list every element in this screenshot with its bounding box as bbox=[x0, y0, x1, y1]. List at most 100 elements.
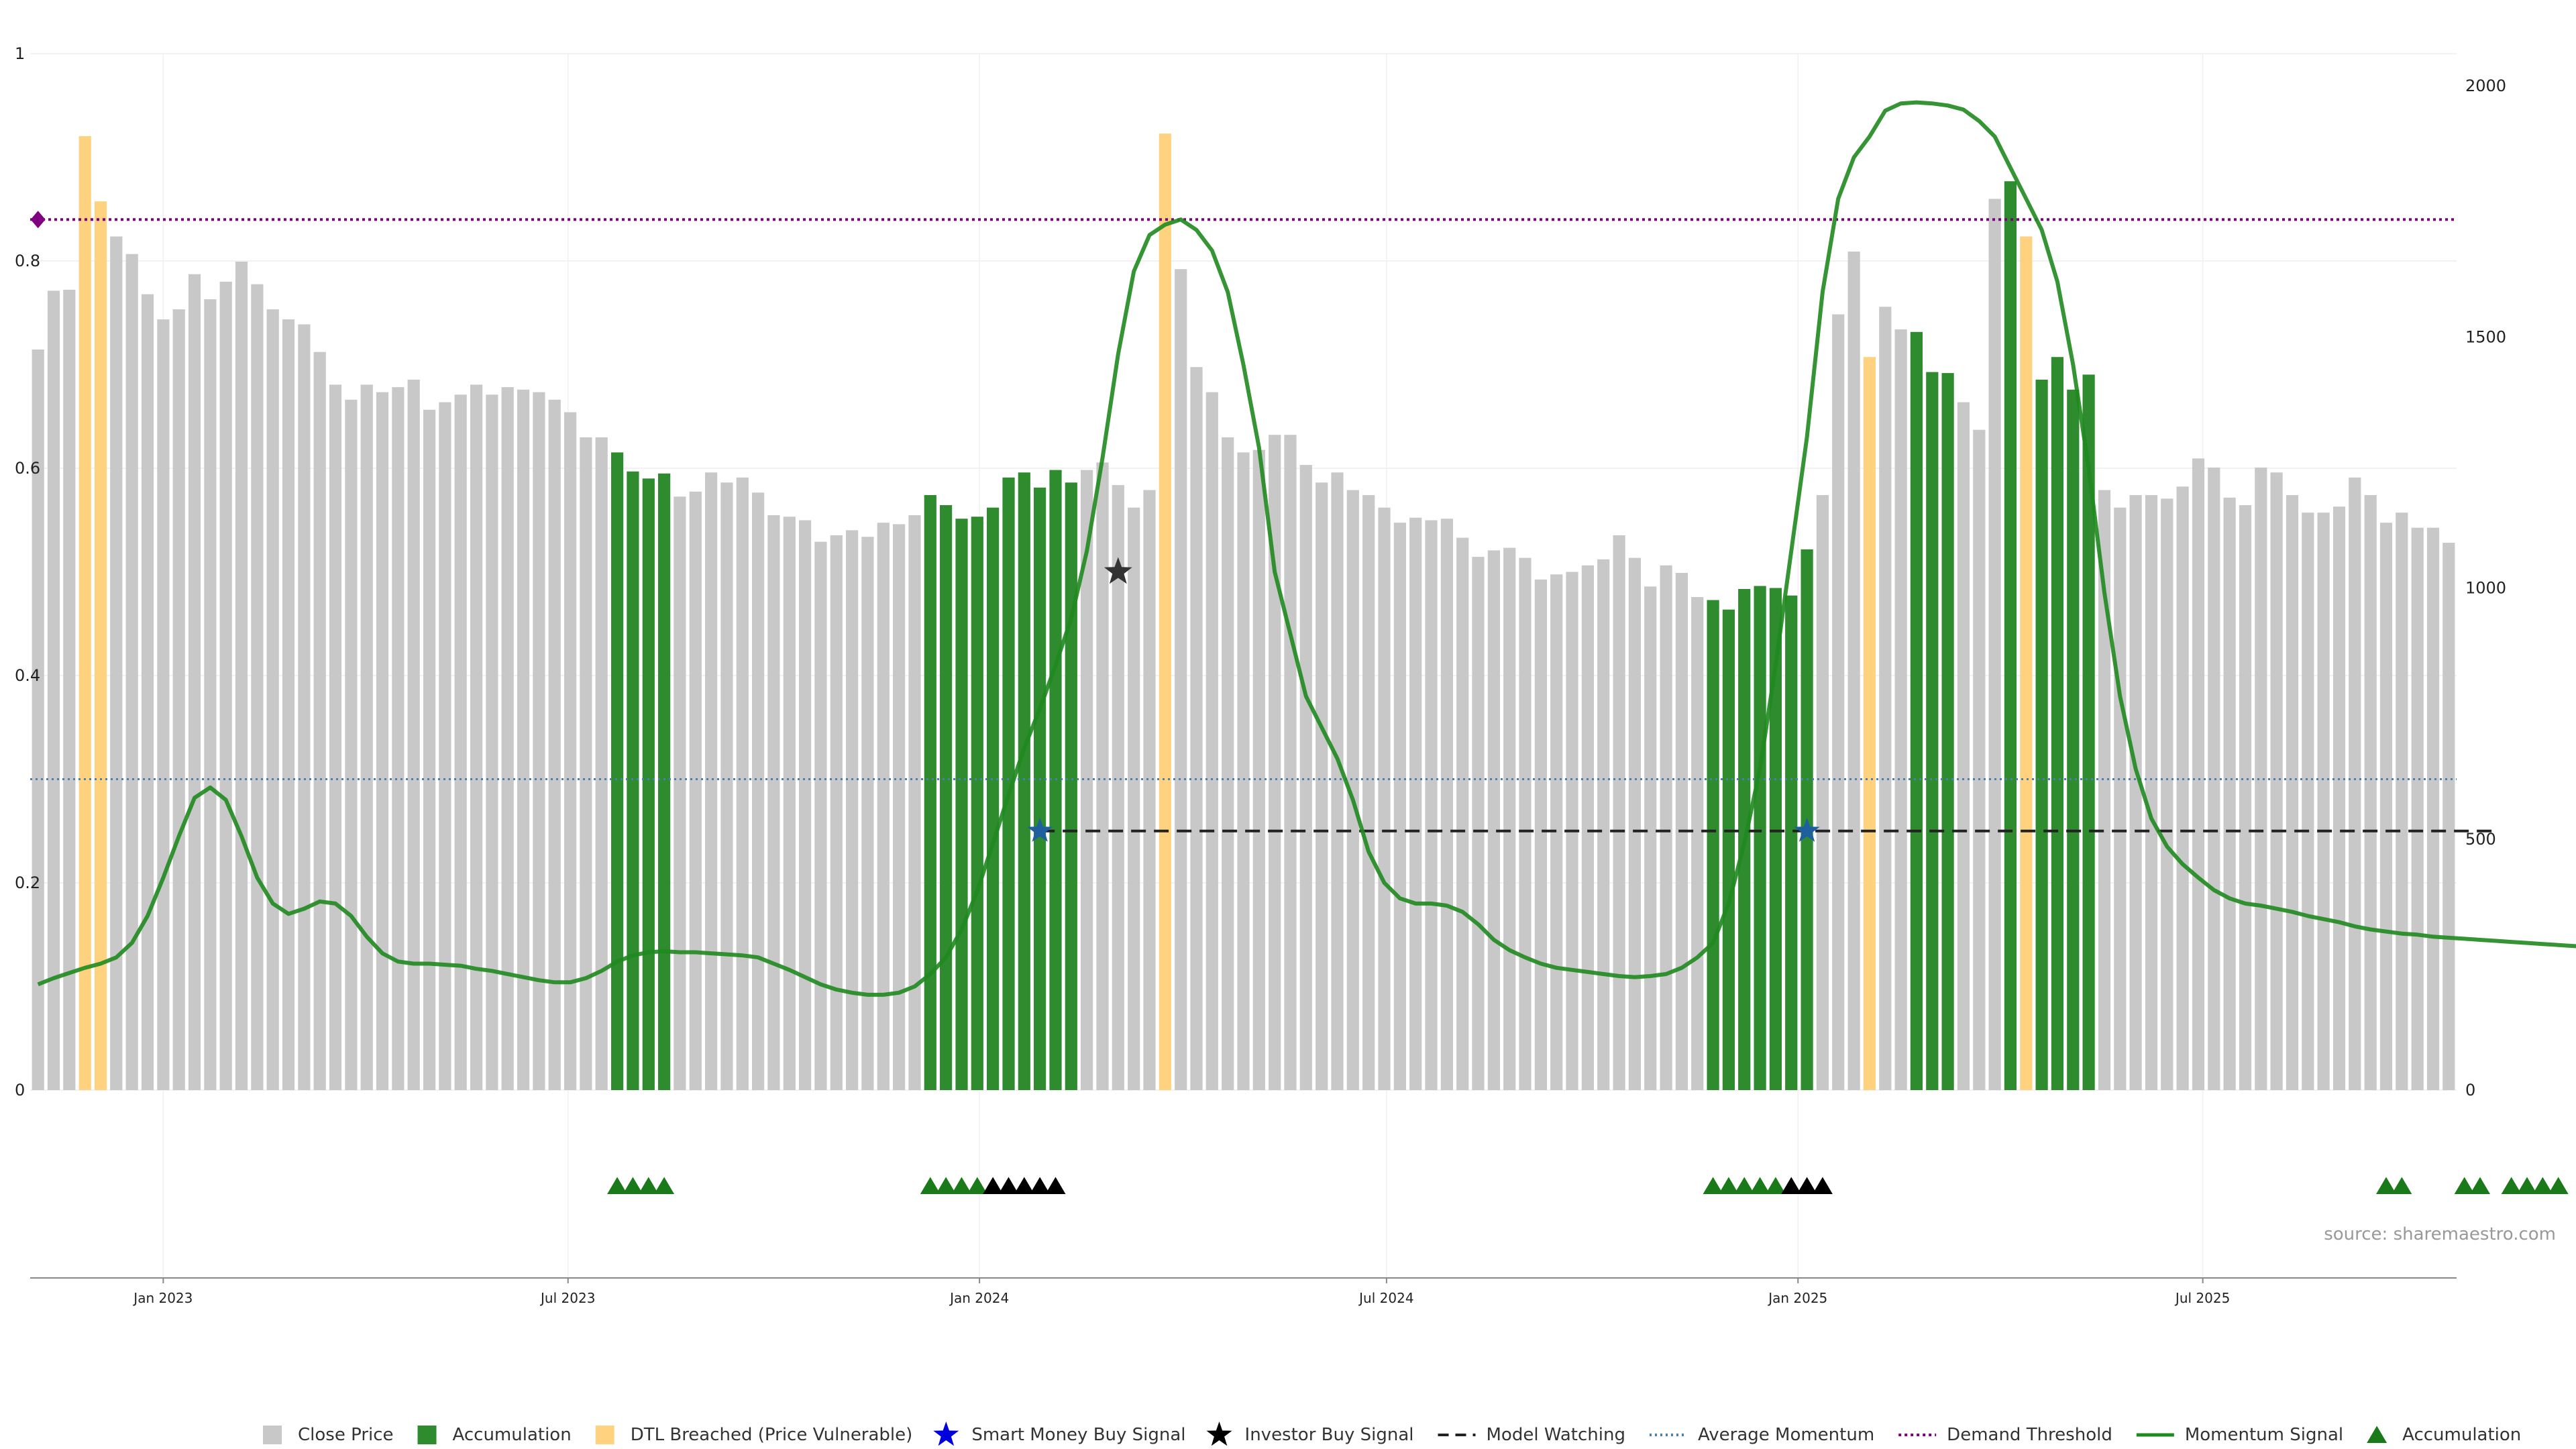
close-price-bar bbox=[392, 387, 405, 1090]
accumulation-bar bbox=[2067, 389, 2080, 1090]
close-price-bar bbox=[1660, 565, 1672, 1090]
close-price-bar bbox=[1175, 269, 1187, 1091]
investor-marker-triangle bbox=[1014, 1177, 1034, 1194]
signal-markers-panel bbox=[607, 1177, 2569, 1194]
close-price-bar bbox=[2411, 527, 2424, 1090]
accumulation-marker-triangle bbox=[2392, 1177, 2412, 1194]
close-price-bar bbox=[2208, 467, 2220, 1090]
close-price-bar bbox=[219, 281, 232, 1090]
close-price-bar bbox=[689, 491, 702, 1090]
legend-label: Average Momentum bbox=[1698, 1425, 1874, 1445]
left-axis-tick-label: 1 bbox=[15, 44, 25, 63]
accumulation-marker-triangle bbox=[654, 1177, 675, 1194]
investor-marker-triangle bbox=[1812, 1177, 1833, 1194]
left-axis-tick-label: 0.6 bbox=[15, 459, 40, 478]
close-price-bar bbox=[1440, 519, 1453, 1090]
legend-symbol-square bbox=[595, 1426, 614, 1444]
right-axis-tick-label: 1500 bbox=[2465, 327, 2506, 346]
close-price-bar bbox=[783, 517, 796, 1090]
accumulation-bar bbox=[1754, 586, 1766, 1090]
close-price-bar bbox=[141, 294, 154, 1091]
accumulation-bar bbox=[658, 473, 671, 1090]
close-price-bar bbox=[407, 379, 420, 1090]
close-price-bar bbox=[564, 412, 577, 1090]
accumulation-bar bbox=[1769, 588, 1782, 1090]
close-price-bar bbox=[376, 392, 389, 1090]
close-price-bar bbox=[736, 477, 749, 1090]
close-price-bars bbox=[32, 133, 2455, 1091]
close-price-bar bbox=[1879, 307, 1892, 1090]
close-price-bar bbox=[814, 541, 827, 1090]
close-price-bar bbox=[1409, 517, 1422, 1090]
accumulation-marker-triangle bbox=[2517, 1177, 2538, 1194]
close-price-bar bbox=[1284, 435, 1297, 1090]
close-price-bar bbox=[1581, 565, 1594, 1090]
legend-label: Accumulation bbox=[2402, 1425, 2521, 1445]
accumulation-bar bbox=[2004, 181, 2017, 1091]
close-price-bar bbox=[439, 402, 451, 1090]
accumulation-marker-triangle bbox=[2548, 1177, 2569, 1194]
close-price-bar bbox=[1316, 482, 1328, 1090]
close-price-bar bbox=[2349, 477, 2361, 1090]
close-price-bar bbox=[533, 392, 545, 1090]
legend-label: Momentum Signal bbox=[2185, 1425, 2343, 1445]
close-price-bar bbox=[1393, 523, 1406, 1090]
close-price-bar bbox=[266, 309, 279, 1091]
close-price-bar bbox=[2270, 472, 2283, 1090]
accumulation-bar bbox=[611, 452, 624, 1090]
accumulation-marker-triangle bbox=[1718, 1177, 1739, 1194]
close-price-bar bbox=[2364, 495, 2377, 1090]
close-price-bar bbox=[486, 394, 498, 1090]
investor-marker-triangle bbox=[1796, 1177, 1817, 1194]
close-price-bar bbox=[1237, 452, 1250, 1090]
close-price-bar bbox=[298, 324, 311, 1090]
legend-label: Investor Buy Signal bbox=[1245, 1425, 1414, 1445]
accumulation-bar bbox=[1910, 331, 1923, 1090]
close-price-bar bbox=[674, 496, 686, 1090]
accumulation-marker-triangle bbox=[623, 1177, 643, 1194]
signal-stars bbox=[1027, 557, 1820, 842]
close-price-bar bbox=[2161, 498, 2174, 1090]
accumulation-marker-triangle bbox=[607, 1177, 628, 1194]
close-price-bar bbox=[1378, 507, 1391, 1090]
investor-marker-triangle bbox=[998, 1177, 1019, 1194]
investor-marker-triangle bbox=[1030, 1177, 1051, 1194]
accumulation-marker-triangle bbox=[1703, 1177, 1723, 1194]
close-price-bar bbox=[1331, 472, 1344, 1090]
close-price-bar bbox=[423, 409, 436, 1090]
accumulation-marker-triangle bbox=[1750, 1177, 1770, 1194]
close-price-bar bbox=[2286, 495, 2299, 1090]
close-price-bar bbox=[1205, 392, 1218, 1090]
close-price-bar bbox=[1988, 199, 2001, 1090]
accumulation-marker-triangle bbox=[2470, 1177, 2491, 1194]
accumulation-bar bbox=[924, 495, 936, 1090]
legend: Close Price Accumulation DTL Breached (Pri… bbox=[263, 1421, 2521, 1446]
close-price-bar bbox=[157, 319, 170, 1091]
dtl-breached-bar bbox=[1863, 357, 1876, 1091]
close-price-bar bbox=[1299, 465, 1312, 1090]
close-price-bar bbox=[188, 274, 201, 1091]
accumulation-marker-triangle bbox=[1765, 1177, 1786, 1194]
accumulation-marker-triangle bbox=[2501, 1177, 2522, 1194]
close-price-bar bbox=[1691, 597, 1704, 1090]
dtl-breached-bar bbox=[94, 201, 107, 1091]
accumulation-marker-triangle bbox=[951, 1177, 972, 1194]
right-axis-tick-label: 1000 bbox=[2465, 579, 2506, 598]
smart-money-buy-star bbox=[1794, 817, 1820, 842]
close-price-bar bbox=[1550, 574, 1563, 1090]
right-axis-tick-label: 0 bbox=[2465, 1081, 2475, 1099]
close-price-bar bbox=[2396, 513, 2408, 1090]
close-price-bar bbox=[2239, 505, 2252, 1090]
accumulation-bar bbox=[1018, 472, 1030, 1090]
close-price-bar bbox=[2192, 458, 2205, 1090]
close-price-bar bbox=[63, 289, 76, 1090]
accumulation-bar bbox=[971, 517, 983, 1090]
close-price-bar bbox=[705, 472, 718, 1090]
legend-label: Close Price bbox=[298, 1425, 394, 1445]
date-tick-label: Jan 2023 bbox=[132, 1290, 193, 1306]
accumulation-bar bbox=[2082, 374, 2095, 1090]
accumulation-bar bbox=[1707, 600, 1719, 1090]
close-price-bar bbox=[893, 524, 906, 1090]
close-price-bar bbox=[1503, 547, 1516, 1090]
date-tick-label: Jul 2023 bbox=[539, 1290, 595, 1306]
